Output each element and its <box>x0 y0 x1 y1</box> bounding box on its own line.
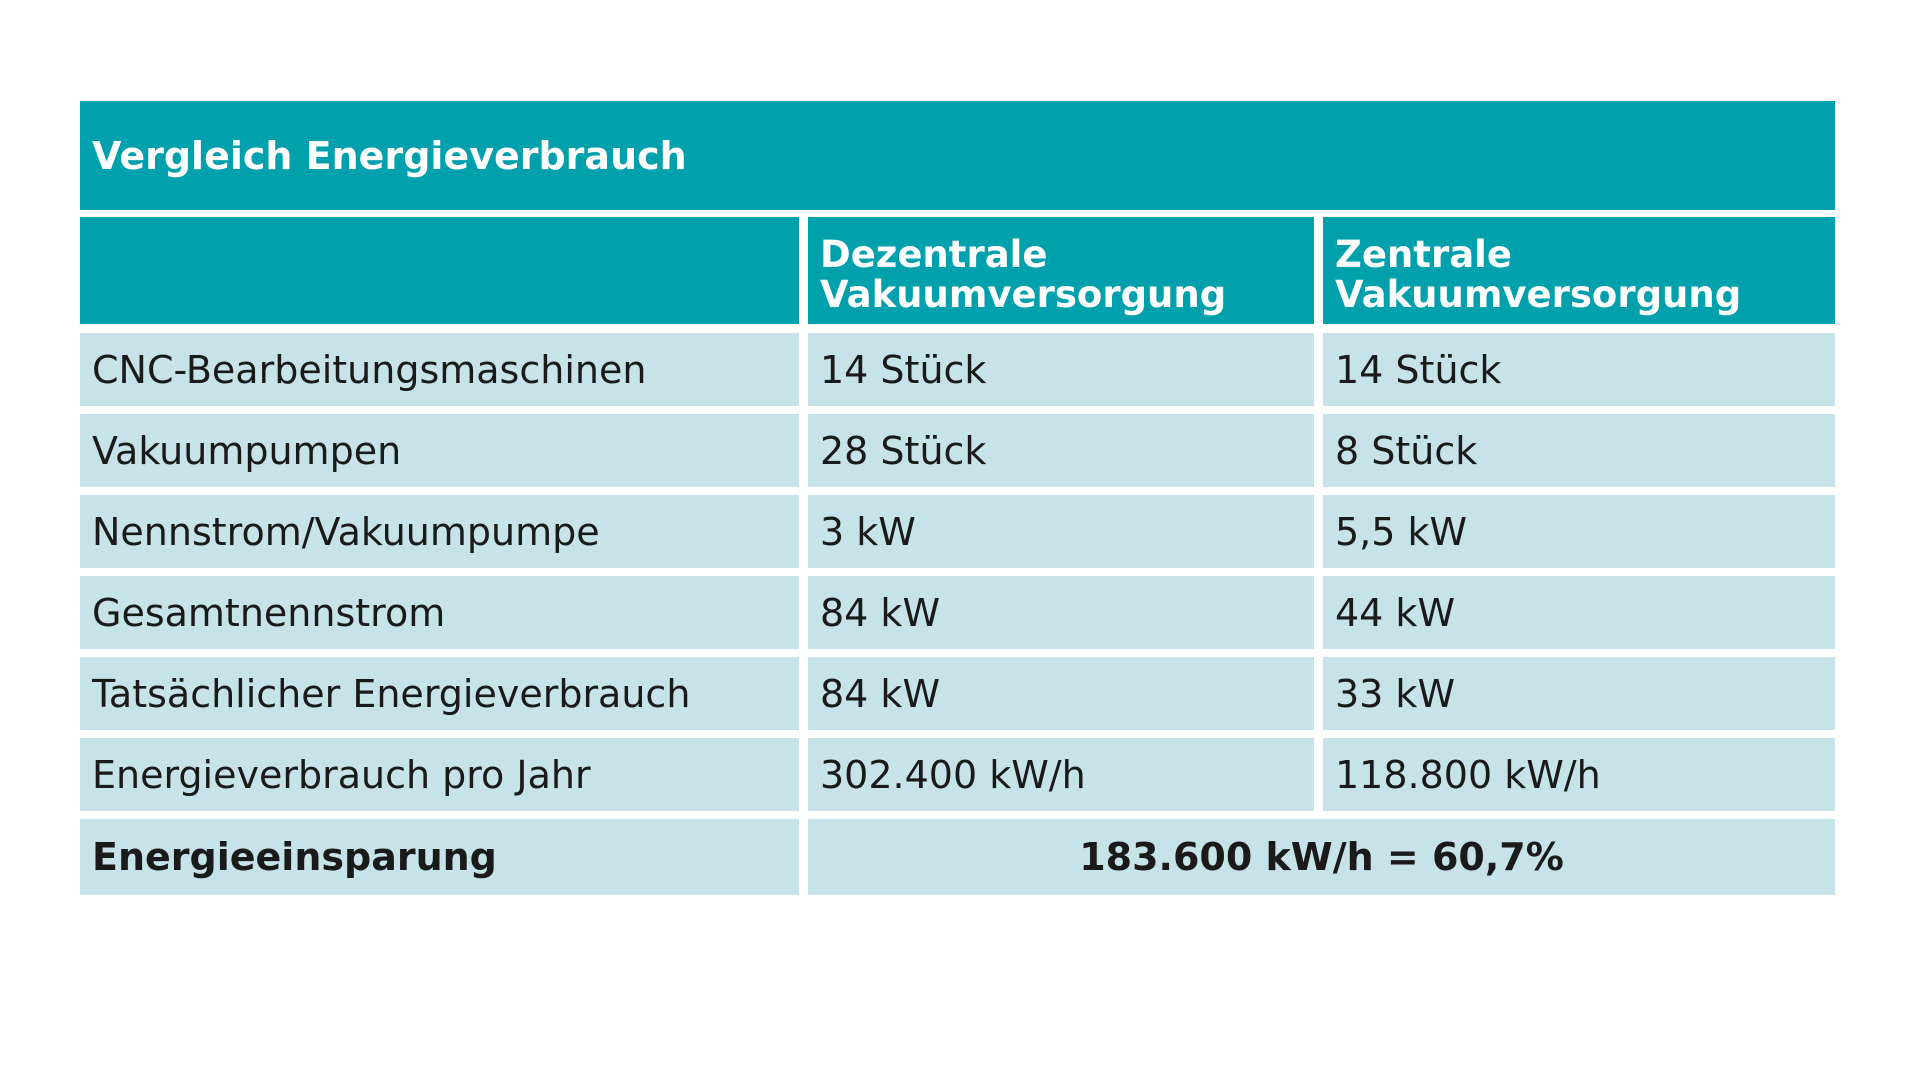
table-title: Vergleich Energieverbrauch <box>80 101 1835 210</box>
row-label: Tatsächlicher Energieverbrauch <box>80 657 799 730</box>
cell-value: 3 kW <box>808 495 1314 568</box>
header-cell <box>80 217 799 324</box>
cell-value: 8 Stück <box>1323 414 1835 487</box>
column-header: Dezentrale Vakuumversorgung <box>808 217 1314 324</box>
summary-value: 183.600 kW/h = 60,7% <box>808 819 1835 895</box>
cell-value: 84 kW <box>808 576 1314 649</box>
cell-value: 84 kW <box>808 657 1314 730</box>
cell-value: 28 Stück <box>808 414 1314 487</box>
row-label: Nennstrom/Vakuumpumpe <box>80 495 799 568</box>
row-label: CNC-Bearbeitungsmaschinen <box>80 333 799 406</box>
row-label: Vakuumpumpen <box>80 414 799 487</box>
cell-value: 14 Stück <box>1323 333 1835 406</box>
column-header: Zentrale Vakuumversorgung <box>1323 217 1835 324</box>
cell-value: 118.800 kW/h <box>1323 738 1835 811</box>
row-label: Gesamtnennstrom <box>80 576 799 649</box>
cell-value: 5,5 kW <box>1323 495 1835 568</box>
cell-value: 33 kW <box>1323 657 1835 730</box>
summary-label: Energieeinsparung <box>80 819 799 895</box>
cell-value: 302.400 kW/h <box>808 738 1314 811</box>
cell-value: 44 kW <box>1323 576 1835 649</box>
cell-value: 14 Stück <box>808 333 1314 406</box>
row-label: Energieverbrauch pro Jahr <box>80 738 799 811</box>
